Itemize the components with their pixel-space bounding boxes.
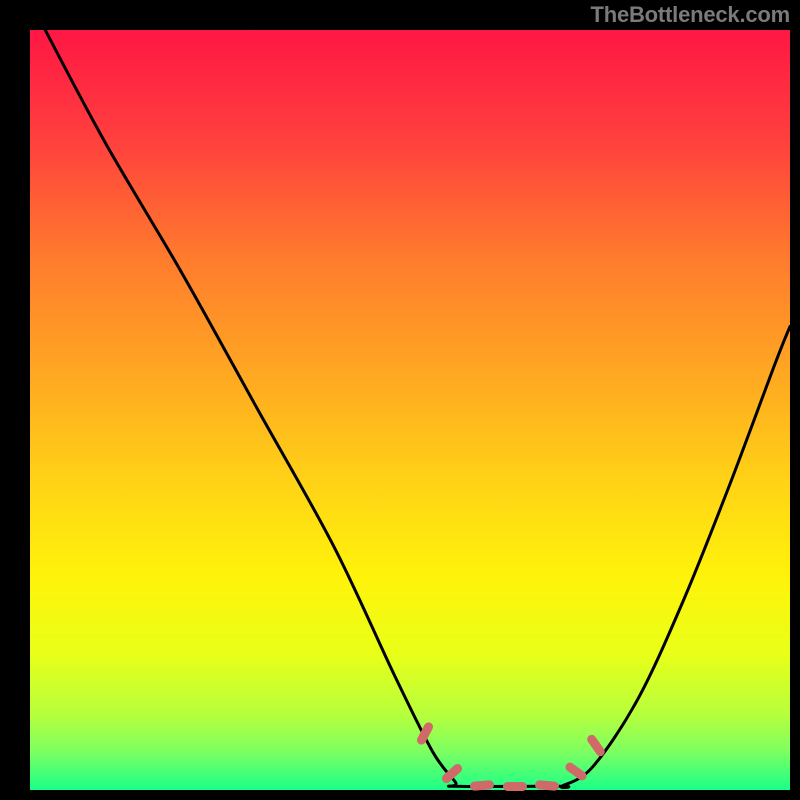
optimal-range-dash (586, 733, 607, 758)
optimal-range-dash (534, 780, 559, 791)
optimal-range-dash (503, 782, 527, 791)
attribution-text: TheBottleneck.com (590, 2, 790, 28)
optimal-range-dash (440, 762, 464, 785)
optimal-range-dash (563, 761, 588, 782)
optimal-range-band (30, 30, 790, 790)
optimal-range-dash (470, 780, 495, 791)
chart-plot-area (30, 30, 790, 790)
optimal-range-dash (416, 720, 435, 745)
